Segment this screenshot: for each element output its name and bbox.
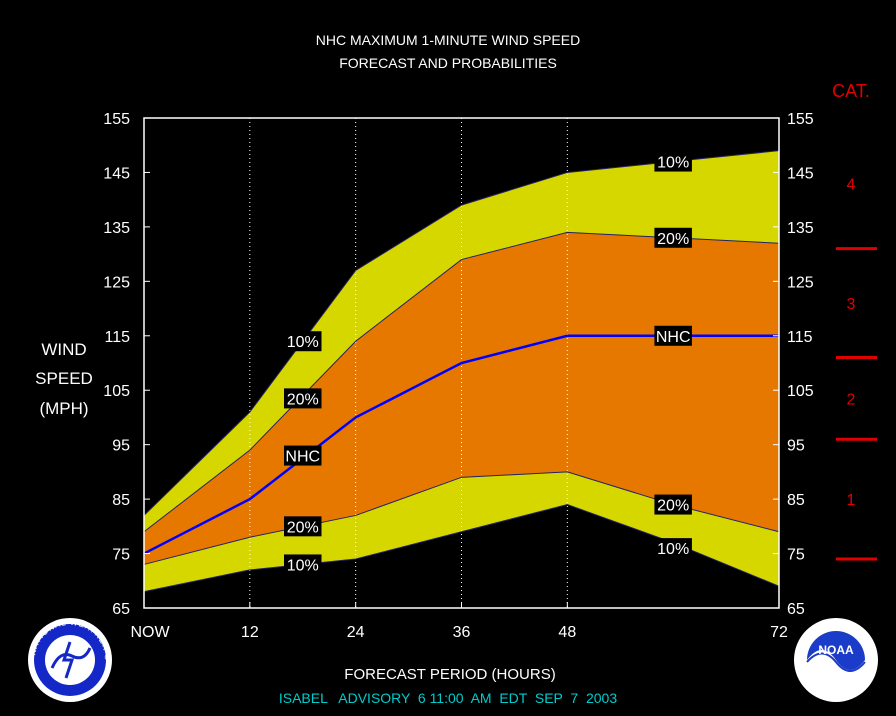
series-label-0: 10% xyxy=(287,334,319,351)
category-label-2: 2 xyxy=(847,391,856,408)
series-label-box-5 xyxy=(654,151,692,172)
x-axis-label: FORECAST PERIOD (HOURS) xyxy=(344,666,555,683)
x-tick-label-12: 12 xyxy=(241,624,259,641)
series-label-box-3 xyxy=(284,516,322,537)
series-label-box-1 xyxy=(284,388,322,409)
y-tick-label-left-135: 135 xyxy=(103,220,130,237)
y-tick-label-left-85: 85 xyxy=(112,492,130,509)
x-tick-label-36: 36 xyxy=(453,624,471,641)
series-label-box-6 xyxy=(654,227,692,248)
x-tick-label-24: 24 xyxy=(347,624,365,641)
chart-title: NHC MAXIMUM 1-MINUTE WIND SPEED xyxy=(316,32,580,48)
category-label-1: 1 xyxy=(847,492,856,509)
y-tick-label-right-145: 145 xyxy=(787,165,814,182)
y-tick-label-right-135: 135 xyxy=(787,220,814,237)
series-label-box-8 xyxy=(654,494,692,515)
series-label-6: 20% xyxy=(657,231,689,248)
x-tick-label-72: 72 xyxy=(770,624,788,641)
series-label-4: 10% xyxy=(287,557,319,574)
y-tick-label-right-85: 85 xyxy=(787,492,805,509)
y-tick-label-left-115: 115 xyxy=(104,329,130,346)
y-tick-label-left-65: 65 xyxy=(112,601,130,618)
series-label-box-7 xyxy=(654,325,692,346)
series-label-1: 20% xyxy=(287,391,319,408)
y-tick-label-left-155: 155 xyxy=(103,111,130,128)
series-label-8: 20% xyxy=(657,498,689,515)
category-label-3: 3 xyxy=(847,296,856,313)
x-tick-label-0: NOW xyxy=(130,624,170,641)
series-label-9: 10% xyxy=(657,541,689,558)
y-tick-label-right-105: 105 xyxy=(787,383,814,400)
advisory-footer: ISABEL ADVISORY 6 11:00 AM EDT SEP 7 200… xyxy=(279,690,617,706)
y-tick-label-right-125: 125 xyxy=(787,274,814,291)
y-tick-label-right-65: 65 xyxy=(787,601,805,618)
y-tick-label-right-95: 95 xyxy=(787,438,805,455)
x-tick-label-48: 48 xyxy=(558,624,576,641)
y-tick-label-left-75: 75 xyxy=(112,547,130,564)
category-title: CAT. xyxy=(832,81,870,101)
noaa-logo: NOAA xyxy=(794,618,878,702)
y-tick-label-left-125: 125 xyxy=(103,274,130,291)
y-axis-label-line-3: (MPH) xyxy=(39,399,88,418)
y-tick-label-right-75: 75 xyxy=(787,547,805,564)
y-tick-label-right-115: 115 xyxy=(787,329,813,346)
y-axis-label-line-1: WIND xyxy=(41,340,86,359)
y-tick-label-left-145: 145 xyxy=(103,165,130,182)
series-label-3: 20% xyxy=(287,519,319,536)
nws-logo-text: NATIONAL WEATHER SERVICE xyxy=(0,0,111,661)
y-tick-label-right-155: 155 xyxy=(787,111,814,128)
y-axis-label-line-2: SPEED xyxy=(35,369,93,388)
svg-text:NATIONAL WEATHER SERVICE: NATIONAL WEATHER SERVICE xyxy=(0,0,112,661)
series-label-7: NHC xyxy=(656,329,691,346)
series-label-box-0 xyxy=(284,331,322,352)
chart-subtitle: FORECAST AND PROBABILITIES xyxy=(339,55,557,71)
series-label-box-4 xyxy=(284,554,322,575)
series-label-5: 10% xyxy=(657,155,689,172)
series-label-box-2 xyxy=(284,445,322,466)
series-label-2: NHC xyxy=(285,449,320,466)
category-label-4: 4 xyxy=(847,176,856,193)
noaa-logo-text: NOAA xyxy=(818,643,854,657)
series-label-box-9 xyxy=(654,538,692,559)
y-tick-label-left-105: 105 xyxy=(103,383,130,400)
y-tick-label-left-95: 95 xyxy=(112,438,130,455)
